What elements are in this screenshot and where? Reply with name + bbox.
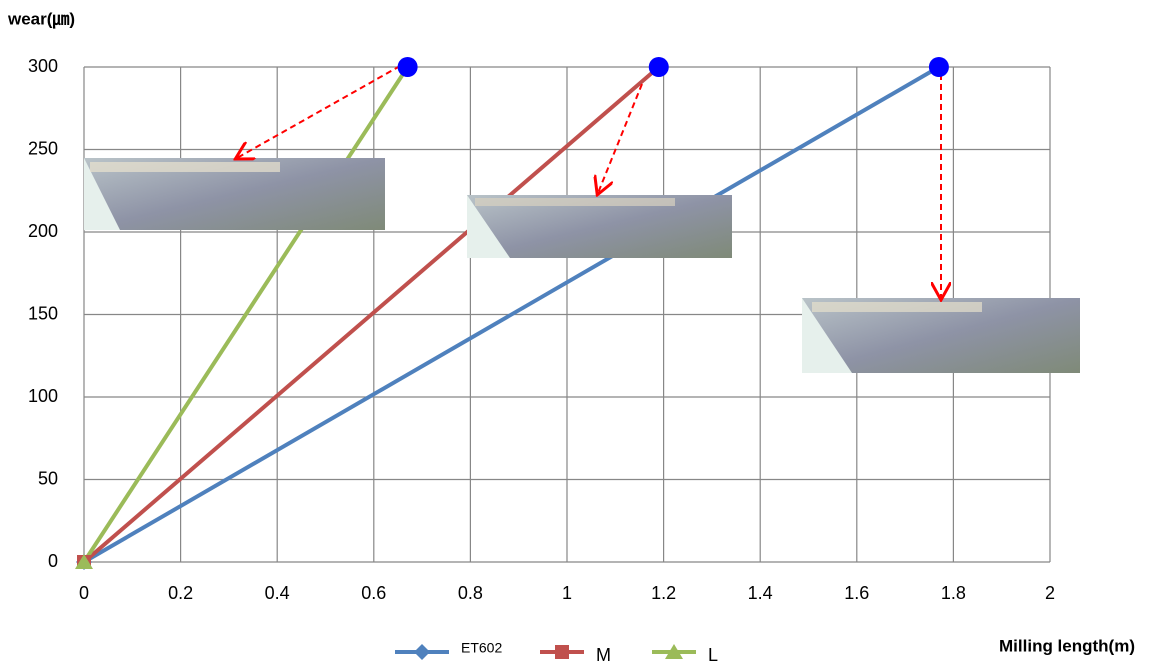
arrows [237, 65, 941, 298]
marker [75, 554, 93, 569]
y-tick-label: 50 [38, 468, 58, 488]
x-tick-label: 1.8 [941, 583, 966, 603]
y-tick-label: 300 [28, 56, 58, 76]
legend-label: L [708, 645, 718, 665]
marker [665, 644, 683, 659]
photo-bg [84, 158, 120, 230]
x-tick-label: 1.6 [844, 583, 869, 603]
x-tick-label: 0.4 [265, 583, 290, 603]
legend-label: M [596, 645, 611, 665]
x-tick-label: 0.6 [361, 583, 386, 603]
x-tick-label: 2 [1045, 583, 1055, 603]
y-tick-label: 200 [28, 221, 58, 241]
photo-bg [802, 298, 852, 373]
legend: ET602 M L [395, 640, 718, 665]
y-tick-label: 100 [28, 386, 58, 406]
photos [84, 158, 1080, 373]
x-tick-label: 0.2 [168, 583, 193, 603]
x-tick-label: 1.2 [651, 583, 676, 603]
photo-bg [467, 195, 510, 258]
end-point [648, 57, 669, 77]
wear-edge [475, 198, 675, 206]
line [82, 65, 410, 564]
marker [555, 645, 569, 659]
y-tick-label: 150 [28, 303, 58, 323]
y-tick-label: 0 [48, 551, 58, 571]
arrow [237, 65, 401, 158]
legend-label: ET602 [461, 640, 502, 656]
x-axis-label: Milling length(m) [999, 636, 1135, 655]
y-axis-label: wear(㎛) [7, 9, 75, 29]
marker [414, 644, 430, 660]
series-layer [82, 65, 940, 564]
top-layer [75, 57, 949, 570]
x-tick-label: 1.4 [748, 583, 773, 603]
line [82, 65, 940, 564]
x-tick-label: 1 [562, 583, 572, 603]
wear-edge [90, 162, 280, 172]
x-tick-label: 0 [79, 583, 89, 603]
line [82, 65, 661, 564]
y-tick-label: 250 [28, 138, 58, 158]
end-point [928, 57, 949, 77]
x-tick-label: 0.8 [458, 583, 483, 603]
end-point [397, 57, 418, 77]
wear-edge [812, 302, 982, 312]
